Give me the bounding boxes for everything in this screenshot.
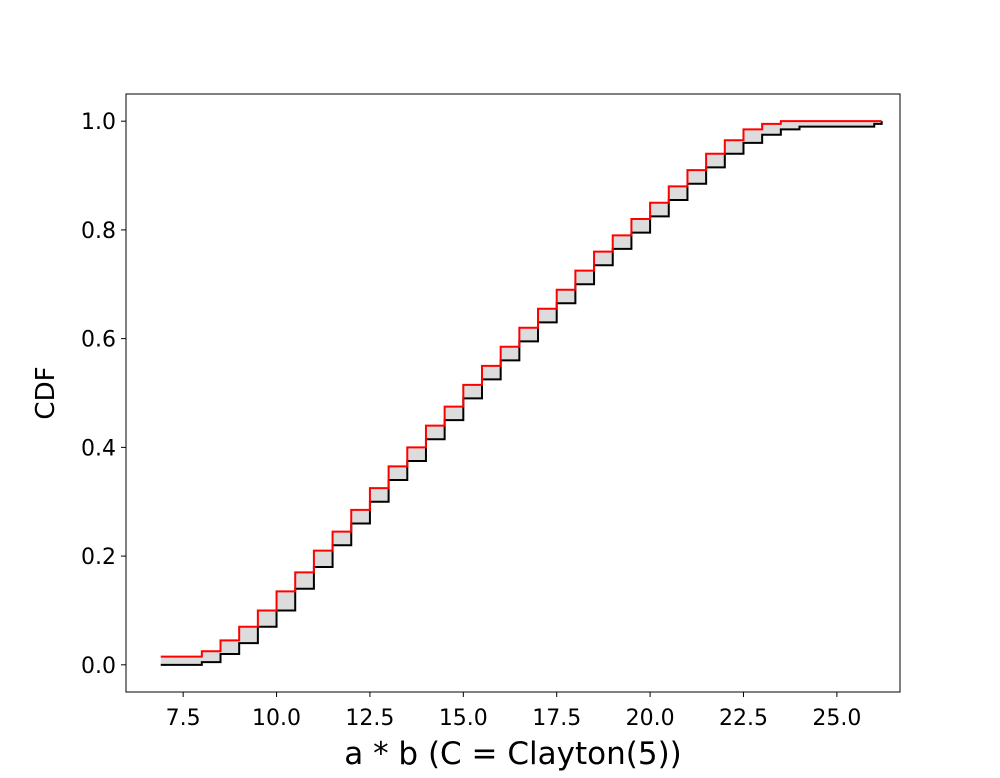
- band-fill: [160, 121, 882, 665]
- x-tick-label: 17.5: [532, 706, 581, 731]
- y-tick-label: 0.4: [81, 436, 116, 461]
- x-tick-label: 25.0: [812, 706, 861, 731]
- x-tick-label: 22.5: [719, 706, 768, 731]
- x-tick-label: 7.5: [166, 706, 201, 731]
- y-tick-label: 0.8: [81, 219, 116, 244]
- cdf-line: [160, 120, 882, 658]
- y-tick-label: 0.6: [81, 328, 116, 353]
- y-tick-label: 0.0: [81, 654, 116, 679]
- x-tick-label: 12.5: [345, 706, 394, 731]
- x-tick-label: 15.0: [439, 706, 488, 731]
- x-tick-label: 20.0: [626, 706, 675, 731]
- x-axis-label: a * b (C = Clayton(5)): [344, 736, 682, 772]
- plot-frame: [125, 93, 901, 693]
- y-tick-label: 1.0: [81, 110, 116, 135]
- cdf-line: [160, 121, 883, 666]
- x-tick-label: 10.0: [252, 706, 301, 731]
- y-tick-label: 0.2: [81, 545, 116, 570]
- y-axis-label: CDF: [31, 366, 61, 419]
